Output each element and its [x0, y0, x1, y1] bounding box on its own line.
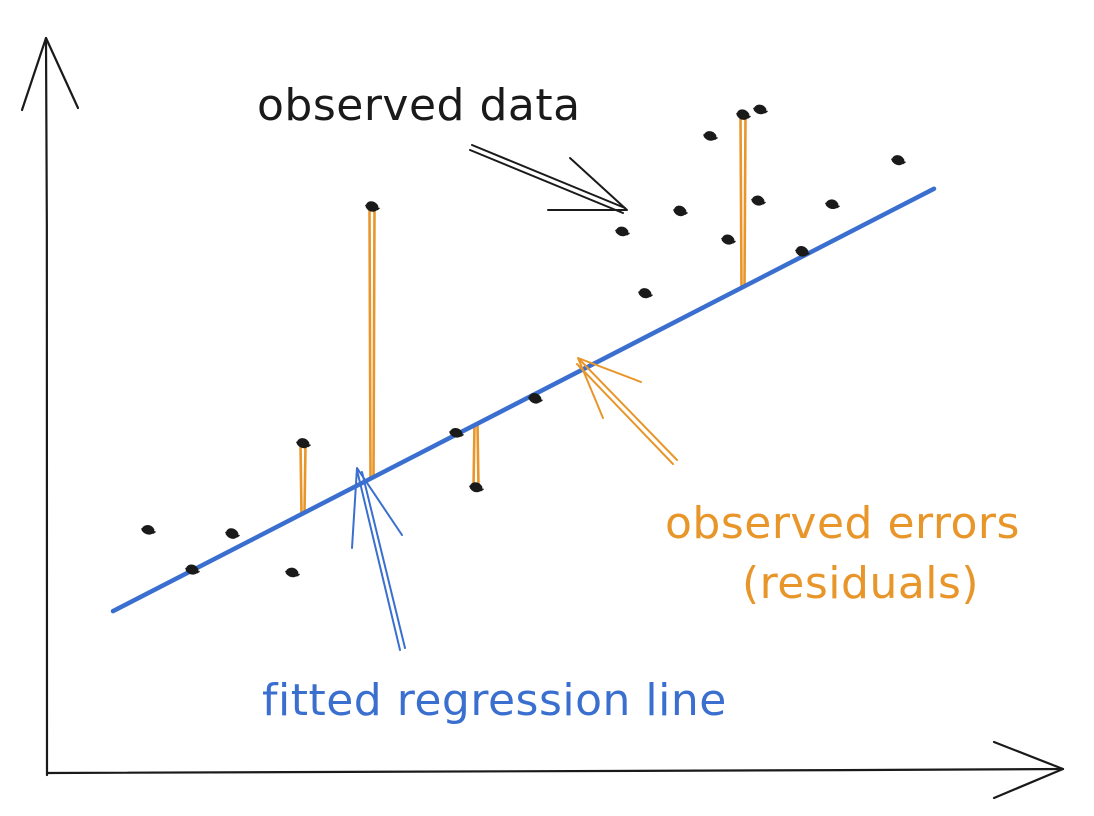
data-point [672, 205, 688, 217]
observed-data-pointer [469, 144, 626, 214]
data-point [735, 109, 751, 120]
y-axis [44, 36, 49, 777]
regression-line [110, 186, 937, 614]
data-point [224, 528, 240, 539]
residual-segment [472, 423, 476, 490]
x-axis-arrowhead [992, 740, 1065, 800]
regression-line-pointer [356, 469, 406, 651]
residual-segment [372, 205, 376, 480]
residuals-pointer-head [577, 357, 642, 419]
data-point [702, 131, 718, 141]
data-point [720, 234, 736, 245]
residual-segment [743, 113, 747, 289]
axes [20, 36, 1065, 800]
observed-data-label: observed data [257, 80, 581, 131]
regression-line-layer [110, 186, 937, 614]
data-point [890, 155, 906, 166]
residual-segment [739, 113, 743, 289]
data-point [184, 564, 200, 575]
data-point [794, 246, 810, 257]
data-point [750, 195, 766, 206]
observed-data-pointer-head [547, 157, 628, 211]
data-points [140, 104, 906, 578]
residuals-label-parenthetical: (residuals) [742, 558, 979, 609]
residual-segments [299, 113, 747, 515]
x-axis [46, 767, 1065, 775]
residual-segment [299, 442, 303, 515]
residuals-pointer [576, 359, 678, 465]
residual-segment [303, 442, 307, 515]
data-point [637, 288, 653, 299]
data-point [140, 525, 156, 535]
data-point [468, 482, 484, 493]
y-axis-arrowhead [20, 36, 80, 112]
data-point [364, 201, 380, 212]
data-point [752, 104, 768, 115]
data-point [527, 393, 543, 404]
annotation-labels: observed data fitted regression line obs… [257, 80, 1020, 726]
residuals-label: observed errors [665, 498, 1020, 549]
regression-line-pointer-head [351, 467, 403, 549]
data-point [284, 567, 300, 578]
annotation-pointers [351, 144, 678, 651]
data-point [295, 438, 311, 449]
residual-segment [476, 423, 480, 490]
data-point [448, 428, 464, 438]
data-point [824, 199, 840, 209]
data-point [614, 226, 630, 237]
regression-line-label: fitted regression line [262, 675, 727, 726]
residual-segment [368, 205, 372, 480]
